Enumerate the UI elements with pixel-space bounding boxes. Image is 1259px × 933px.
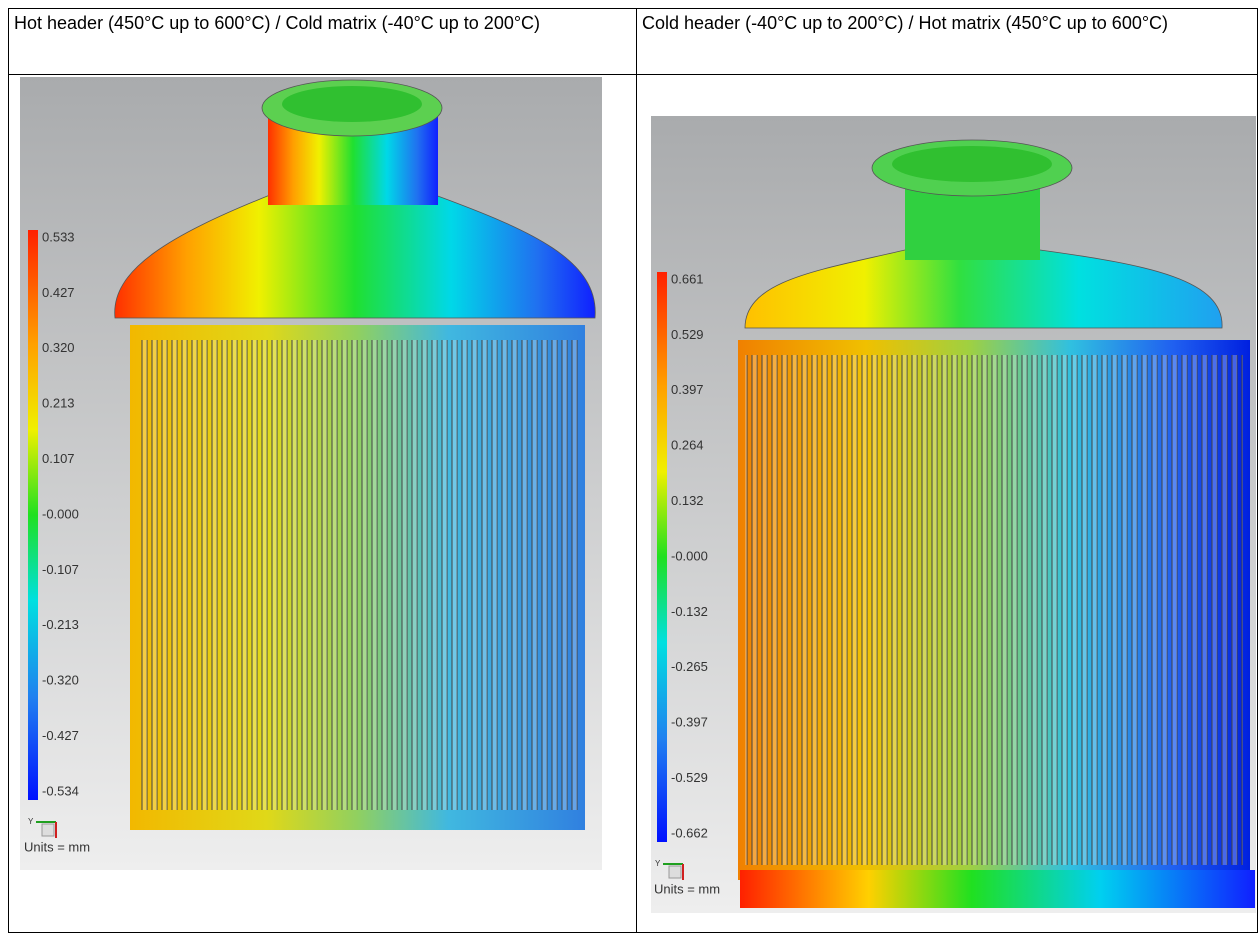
scale-label: 0.661: [671, 271, 704, 286]
scale-label: 0.213: [42, 396, 75, 411]
axis-label: Y: [28, 817, 34, 826]
header-cell: Cold header (-40°C up to 200°C) / Hot ma…: [642, 10, 1250, 36]
simulation-image: [651, 116, 1256, 913]
scale-label: 0.132: [671, 493, 704, 508]
axis-icon: [42, 824, 54, 836]
page: {"table": {"header": ["Hot header (450°C…: [0, 0, 1259, 933]
units-label: Units = mm: [654, 881, 720, 896]
units-label: Units = mm: [24, 839, 90, 854]
simulation-image: [20, 77, 602, 870]
axis-label: Y: [655, 859, 661, 868]
axis-icon: [669, 866, 681, 878]
scale-label: -0.132: [671, 604, 708, 619]
scale-label: -0.427: [42, 728, 79, 743]
scale-label: -0.534: [42, 783, 79, 798]
scale-label: -0.397: [671, 715, 708, 730]
color-scale: [28, 230, 38, 800]
scale-label: -0.529: [671, 770, 708, 785]
scale-label: -0.662: [671, 825, 708, 840]
scale-label: -0.213: [42, 617, 79, 632]
scale-label: 0.264: [671, 438, 704, 453]
scale-label: -0.107: [42, 562, 79, 577]
document-canvas: 0.533 0.427 0.320 0.213 0.107 -0.000 -0.107 -0.…: [0, 0, 1259, 933]
scale-label: 0.427: [42, 285, 75, 300]
header-cell: Hot header (450°C up to 600°C) / Cold ma…: [14, 10, 622, 36]
scale-label: 0.107: [42, 451, 75, 466]
color-scale: [657, 272, 667, 842]
scale-label: -0.000: [671, 548, 708, 563]
scale-label: 0.320: [42, 340, 75, 355]
scale-label: 0.533: [42, 229, 75, 244]
scale-label: -0.000: [42, 506, 79, 521]
scale-label: -0.265: [671, 659, 708, 674]
scale-label: 0.397: [671, 382, 704, 397]
scale-label: -0.320: [42, 673, 79, 688]
scale-label: 0.529: [671, 327, 704, 342]
